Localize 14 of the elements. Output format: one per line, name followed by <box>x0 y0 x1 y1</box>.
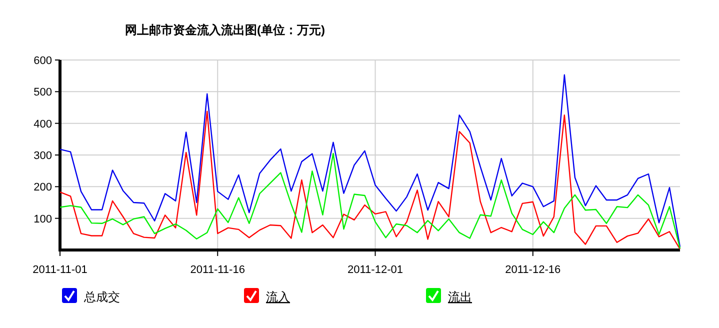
x-tick-label: 2011-12-16 <box>505 264 561 276</box>
x-tick-label: 2011-11-16 <box>190 264 245 276</box>
y-tick-label: 400 <box>34 118 52 130</box>
chart-title: 网上邮市资金流入流出图(单位：万元) <box>125 23 325 37</box>
x-tick-label: 2011-11-01 <box>32 264 88 276</box>
legend-label: 流入 <box>266 290 290 304</box>
y-tick-label: 200 <box>34 182 52 194</box>
y-tick-label: 300 <box>34 150 52 162</box>
legend-label: 流出 <box>448 290 472 304</box>
y-tick-label: 100 <box>34 213 52 226</box>
y-tick-label: 600 <box>34 55 52 67</box>
y-tick-label: 500 <box>34 86 52 99</box>
x-tick-label: 2011-12-01 <box>348 264 403 276</box>
legend-label: 总成交 <box>83 290 120 304</box>
